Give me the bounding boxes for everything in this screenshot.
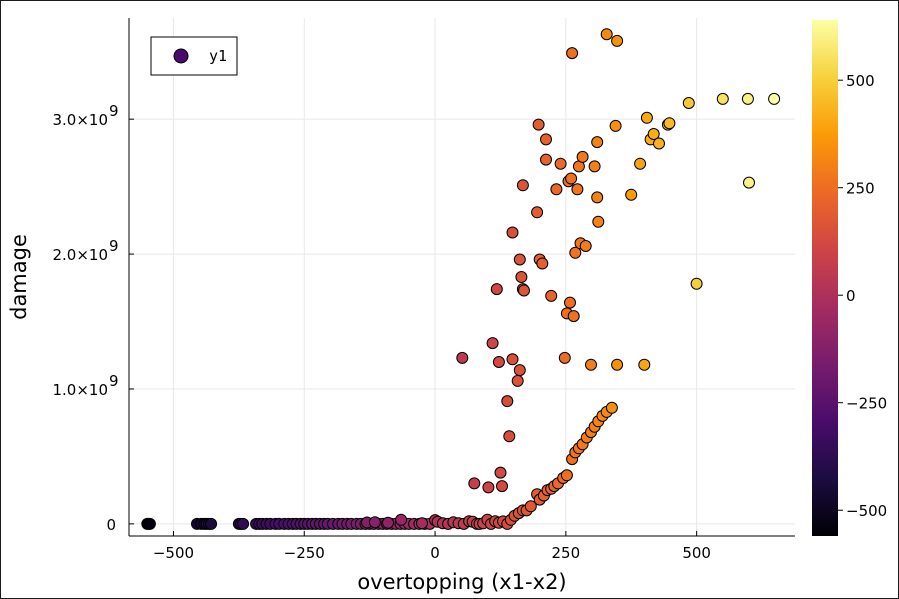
x-tick-label: 250: [552, 544, 581, 562]
data-point: [468, 477, 481, 490]
colorbar-tick-label: −250: [846, 395, 887, 413]
data-point: [565, 172, 578, 185]
legend-label: y1: [209, 47, 227, 65]
data-point: [647, 128, 660, 140]
data-point: [237, 517, 250, 530]
data-point: [682, 97, 695, 109]
data-point: [558, 351, 571, 364]
data-point: [494, 466, 507, 479]
data-point: [368, 516, 381, 529]
data-point: [516, 179, 529, 192]
colorbar-tick-label: 0: [846, 287, 856, 305]
data-point: [591, 136, 604, 149]
data-point: [588, 160, 601, 173]
data-point: [205, 517, 218, 530]
y-tick-label: 0: [106, 516, 116, 534]
data-point: [638, 358, 651, 371]
data-point: [579, 240, 592, 252]
x-tick-label: 500: [682, 544, 711, 562]
data-point: [531, 206, 544, 219]
data-point: [743, 176, 755, 189]
colorbar-tick-labels: −500 −250 0 250 500: [846, 72, 887, 520]
data-point: [503, 430, 516, 443]
axes: [128, 18, 795, 537]
data-point: [416, 517, 428, 530]
data-point: [490, 283, 503, 296]
data-point: [550, 183, 563, 196]
data-point: [741, 92, 754, 105]
data-point: [566, 47, 579, 60]
data-point: [513, 364, 526, 377]
data-point: [532, 118, 545, 131]
data-point: [569, 246, 582, 259]
data-point: [486, 337, 499, 350]
data-point: [540, 133, 552, 146]
y-tick-exponent: 9: [109, 237, 119, 255]
colorbar: [812, 20, 843, 536]
y-axis-label: damage: [7, 234, 31, 320]
data-point: [515, 271, 528, 283]
data-point: [382, 516, 394, 529]
data-point: [592, 215, 605, 228]
data-point: [456, 351, 469, 364]
y-tick-label: 2.0×10: [52, 246, 108, 264]
colorbar-tick-label: 250: [846, 180, 875, 198]
legend: y1: [150, 36, 238, 76]
x-tick-label: −500: [153, 544, 194, 562]
data-point: [518, 284, 530, 297]
data-point: [585, 358, 597, 371]
data-point: [605, 401, 618, 414]
y-tick-label: 3.0×10: [52, 111, 108, 129]
data-point: [591, 191, 604, 204]
data-point: [564, 296, 576, 309]
data-point: [496, 480, 508, 493]
data-point: [511, 374, 524, 387]
data-point: [625, 188, 638, 201]
colorbar-gradient: [812, 20, 838, 536]
y-tick-exponent: 9: [109, 372, 119, 390]
y-tick-exponent: 9: [109, 102, 119, 120]
data-point: [506, 226, 519, 239]
data-point: [540, 153, 552, 166]
data-point: [482, 481, 495, 494]
y-tick-label: 1.0×10: [52, 381, 108, 399]
data-point: [663, 117, 676, 130]
legend-box: [150, 36, 238, 76]
data-point: [395, 513, 408, 526]
x-tick-labels: −500 −250 0 250 500: [153, 544, 711, 562]
colorbar-tick-label: 500: [846, 72, 875, 90]
legend-marker: [173, 48, 189, 64]
data-point: [640, 111, 653, 124]
data-point: [524, 500, 537, 513]
data-point: [690, 277, 703, 290]
data-point: [492, 356, 505, 368]
data-point: [609, 119, 622, 132]
data-point: [513, 253, 526, 266]
data-point: [768, 92, 781, 105]
x-axis-label: overtopping (x1-x2): [357, 570, 566, 594]
data-point: [554, 157, 567, 170]
data-point: [634, 157, 647, 170]
data-point: [611, 358, 624, 371]
data-point: [143, 517, 156, 530]
data-point: [536, 257, 549, 270]
data-point: [611, 34, 624, 47]
data-point: [716, 92, 729, 105]
data-point: [545, 289, 558, 302]
colorbar-tick-label: −500: [846, 502, 887, 520]
data-points: [141, 28, 781, 530]
data-point: [560, 469, 573, 482]
data-point: [501, 395, 514, 408]
data-point: [576, 150, 589, 163]
data-point: [571, 183, 584, 196]
data-point: [653, 137, 665, 150]
x-tick-label: 0: [430, 544, 440, 562]
x-tick-label: −250: [284, 544, 325, 562]
data-point: [506, 353, 519, 366]
data-point: [567, 310, 580, 323]
data-point: [600, 28, 613, 41]
